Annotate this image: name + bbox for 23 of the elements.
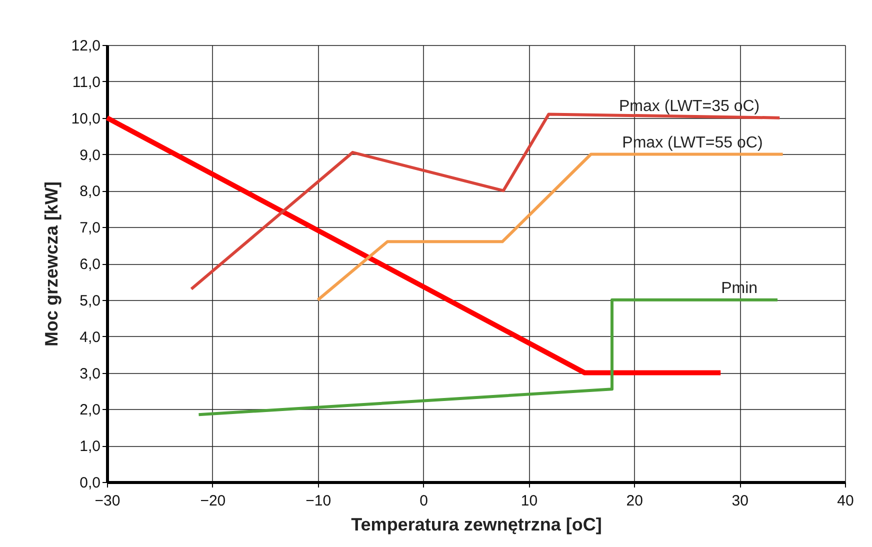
x-tick-label: −10 xyxy=(306,492,332,510)
x-tick-label: 0 xyxy=(420,492,428,510)
x-tick-label: −30 xyxy=(94,492,120,510)
y-tick-label: 3,0 xyxy=(80,365,100,382)
y-tick-label: 11,0 xyxy=(72,74,100,91)
y-tick-label: 5,0 xyxy=(80,292,100,310)
x-axis-title: Temperatura zewnętrzna [oC] xyxy=(351,514,602,534)
x-tick-label: 10 xyxy=(520,492,538,510)
x-tick-label: 20 xyxy=(626,492,643,510)
x-tick-label: 40 xyxy=(837,492,854,510)
y-tick-label: 6,0 xyxy=(80,256,100,273)
y-tick-label: 1,0 xyxy=(80,438,100,456)
y-tick-label: 0,0 xyxy=(80,474,100,492)
x-tick-label: 30 xyxy=(732,492,748,510)
y-axis-title: Moc grzewcza [kW] xyxy=(41,181,62,347)
y-tick-label: 10,0 xyxy=(71,110,100,128)
y-tick-label: 8,0 xyxy=(80,183,100,200)
y-tick-label: 2,0 xyxy=(80,402,100,419)
y-tick-label: 7,0 xyxy=(80,220,100,237)
y-tick-label: 9,0 xyxy=(80,146,100,164)
y-tick-label: 4,0 xyxy=(80,328,100,346)
x-tick-label: −20 xyxy=(200,492,226,510)
y-tick-label: 12,0 xyxy=(71,38,100,54)
